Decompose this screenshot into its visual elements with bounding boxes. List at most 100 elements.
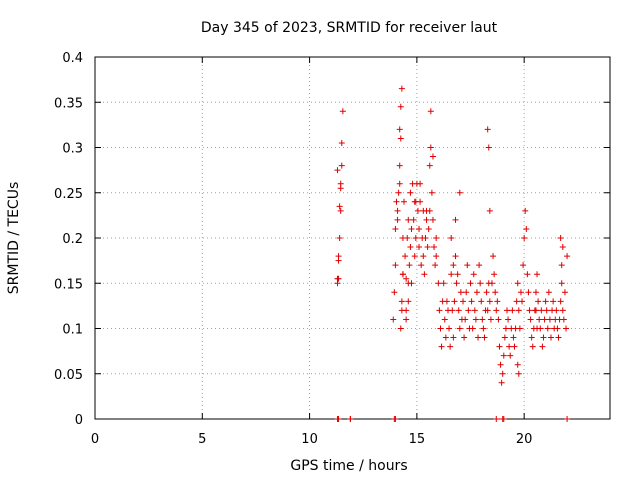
data-point: [520, 262, 527, 269]
data-point: [472, 316, 479, 323]
data-point: [499, 370, 506, 377]
y-tick-label: 0.15: [54, 277, 83, 292]
data-point: [559, 244, 566, 251]
data-point: [462, 316, 469, 323]
data-point: [467, 280, 474, 287]
data-point: [336, 203, 343, 210]
data-point: [451, 298, 458, 305]
data-point: [557, 235, 564, 241]
data-point: [564, 416, 571, 422]
grid-lines: [95, 57, 610, 419]
data-point: [542, 298, 549, 305]
data-point: [543, 307, 550, 314]
data-point: [412, 235, 419, 241]
data-point: [493, 416, 500, 422]
data-point: [550, 298, 557, 305]
y-tick-label: 0.3: [62, 142, 83, 157]
data-point: [563, 325, 570, 332]
data-point: [405, 216, 412, 223]
data-point: [464, 262, 471, 269]
data-point: [454, 271, 461, 278]
data-point: [477, 280, 484, 287]
data-point: [479, 316, 486, 323]
data-point: [412, 198, 419, 205]
x-tick-label: 0: [91, 432, 99, 447]
data-point: [515, 307, 522, 314]
data-point: [511, 343, 518, 350]
data-point: [471, 307, 478, 314]
data-point: [526, 307, 533, 314]
y-tick-label: 0.2: [62, 232, 83, 247]
data-point: [390, 316, 397, 323]
data-point: [484, 126, 491, 133]
data-point: [335, 253, 342, 260]
y-tick-label: 0.05: [54, 368, 83, 383]
data-point: [392, 262, 399, 269]
data-point: [453, 280, 460, 287]
data-point: [457, 289, 464, 296]
y-tick-label: 0.35: [54, 96, 83, 111]
data-point: [450, 262, 457, 269]
data-point: [505, 316, 512, 323]
data-point: [532, 289, 539, 296]
data-point: [406, 262, 413, 269]
data-point: [486, 207, 493, 214]
data-point: [513, 298, 520, 305]
data-point: [335, 416, 342, 422]
data-point: [334, 167, 341, 174]
data-point: [337, 185, 344, 192]
data-point: [410, 216, 417, 223]
data-point: [561, 289, 568, 296]
data-point: [338, 139, 345, 146]
data-point: [392, 416, 399, 422]
data-point: [397, 103, 404, 110]
data-point: [491, 271, 498, 278]
data-point: [535, 298, 542, 305]
data-point: [424, 244, 431, 251]
data-point: [527, 316, 534, 323]
x-tick-label: 20: [516, 432, 533, 447]
data-point: [441, 316, 448, 323]
data-point: [429, 216, 436, 223]
data-points: [334, 85, 571, 422]
data-point: [564, 253, 571, 260]
data-point: [481, 334, 488, 341]
data-point: [553, 307, 560, 314]
data-point: [447, 343, 454, 350]
data-point: [404, 235, 411, 241]
data-point: [395, 189, 402, 196]
data-point: [483, 289, 490, 296]
data-point: [452, 253, 459, 260]
data-point: [433, 235, 440, 241]
data-point: [411, 253, 418, 260]
data-point: [557, 298, 564, 305]
data-point: [541, 316, 548, 323]
x-tick-label: 10: [301, 432, 318, 447]
data-point: [480, 325, 487, 332]
data-point: [427, 108, 434, 115]
data-point: [546, 316, 553, 323]
data-point: [401, 198, 407, 205]
y-tick-label: 0.25: [54, 187, 83, 202]
data-point: [433, 253, 440, 260]
data-point: [524, 271, 531, 278]
data-point: [517, 289, 524, 296]
data-point: [475, 334, 482, 341]
data-point: [398, 85, 405, 92]
data-point: [416, 225, 423, 232]
data-point: [396, 162, 403, 169]
data-point: [490, 253, 497, 260]
data-point: [425, 225, 432, 232]
data-point: [416, 244, 423, 251]
data-point: [521, 235, 528, 241]
data-point: [443, 298, 450, 305]
data-point: [437, 325, 444, 332]
data-point: [484, 307, 491, 314]
x-tick-label: 5: [198, 432, 206, 447]
data-point: [497, 361, 504, 368]
data-point: [463, 289, 470, 296]
data-point: [452, 216, 459, 223]
data-point: [396, 126, 403, 133]
data-point: [407, 244, 414, 251]
data-point: [402, 253, 409, 260]
